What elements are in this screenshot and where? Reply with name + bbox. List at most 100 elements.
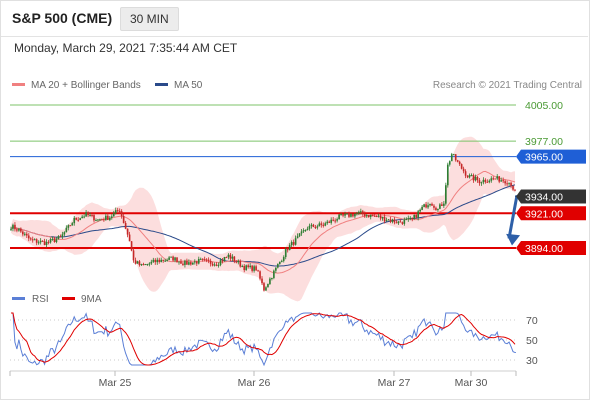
- candle-body-74: [156, 259, 159, 263]
- time-label-2: Mar 27: [378, 377, 411, 389]
- candle-body-15: [39, 240, 42, 243]
- candle-body-250: [504, 181, 506, 184]
- candle-body-205: [415, 214, 418, 218]
- candle-body-27: [63, 232, 66, 235]
- candle-body-33: [75, 217, 78, 220]
- candle-body-145: [296, 236, 299, 239]
- candle-body-151: [308, 225, 311, 229]
- candle-body-199: [403, 219, 406, 224]
- candle-body-173: [352, 214, 354, 217]
- candle-body-165: [336, 219, 338, 221]
- candle-body-139: [284, 249, 287, 258]
- rsi-legend-label: RSI: [32, 294, 49, 305]
- candle-body-22: [53, 239, 56, 242]
- candle-body-188: [381, 216, 384, 219]
- rsi-ma-legend-label: 9MA: [81, 294, 102, 305]
- candle-body-242: [488, 180, 491, 183]
- moving-averages: [10, 170, 516, 274]
- candle-body-244: [492, 178, 495, 180]
- candle-body-113: [233, 256, 236, 262]
- candle-body-94: [195, 261, 198, 264]
- candle-body-39: [87, 212, 89, 216]
- candle-body-92: [192, 262, 194, 265]
- candle-body-134: [275, 267, 277, 271]
- candle-body-53: [114, 210, 117, 214]
- candle-body-236: [476, 177, 479, 181]
- candle-body-180: [365, 215, 368, 217]
- candle-body-219: [443, 203, 445, 206]
- time-label-3: Mar 30: [455, 377, 488, 389]
- candle-body-170: [346, 213, 348, 215]
- candle-body-45: [99, 219, 101, 221]
- candle-body-164: [334, 220, 336, 222]
- candle-body-86: [180, 261, 182, 264]
- candle-body-8: [25, 233, 28, 236]
- candle-body-185: [375, 216, 378, 218]
- time-axis: Mar 25 Mar 26 Mar 27 Mar 30: [9, 371, 517, 389]
- candle-body-95: [197, 258, 200, 264]
- candle-body-172: [350, 214, 352, 217]
- candle-body-223: [450, 154, 453, 162]
- ma50-swatch-icon: [155, 82, 168, 86]
- candle-body-2: [14, 224, 16, 230]
- candle-body-68: [144, 264, 147, 266]
- candle-body-169: [344, 213, 346, 216]
- candle-body-245: [494, 178, 497, 180]
- candle-body-125: [257, 270, 259, 272]
- candle-body-204: [413, 214, 416, 219]
- rsi-ma-swatch-icon: [62, 297, 75, 300]
- chart-datetime: Monday, March 29, 2021 7:35:44 AM CET: [14, 41, 238, 55]
- candle-body-64: [136, 261, 139, 264]
- candle-body-140: [286, 249, 289, 251]
- candle-body-118: [243, 265, 246, 271]
- candle-body-220: [445, 185, 447, 204]
- rsi-legend: RSI 9MA: [12, 294, 102, 305]
- candle-body-103: [213, 264, 216, 266]
- candle-body-116: [239, 260, 242, 267]
- candle-body-241: [486, 181, 489, 183]
- candle-body-54: [116, 210, 119, 212]
- copyright-text: Research © 2021 Trading Central: [432, 80, 582, 91]
- candle-body-71: [150, 261, 153, 264]
- candle-body-144: [294, 238, 297, 245]
- candle-body-28: [65, 227, 68, 233]
- candle-body-166: [338, 214, 340, 220]
- level-label-4005.00: 4005.00: [525, 100, 563, 112]
- candle-body-23: [55, 239, 58, 242]
- candle-body-9: [27, 235, 30, 239]
- candle-body-225: [454, 154, 457, 161]
- candle-body-200: [405, 219, 408, 221]
- projection-arrow: [506, 194, 521, 246]
- candle-body-35: [79, 218, 81, 220]
- candle-body-123: [253, 266, 255, 271]
- candle-body-193: [391, 219, 394, 222]
- candle-body-161: [328, 221, 331, 223]
- legend-ma50: MA 50: [155, 80, 202, 91]
- price-candles: [10, 152, 516, 292]
- candle-body-83: [174, 257, 176, 261]
- candle-body-0: [10, 228, 12, 230]
- candle-body-16: [41, 240, 44, 242]
- last-price-tag-text: 3934.00: [525, 192, 563, 204]
- candle-body-62: [132, 250, 135, 261]
- candle-body-181: [367, 215, 370, 218]
- ma50-line: [10, 184, 516, 267]
- candle-body-61: [130, 241, 133, 251]
- candle-body-201: [407, 218, 410, 220]
- candle-body-46: [101, 219, 103, 221]
- candle-body-132: [271, 277, 273, 279]
- instrument-title: S&P 500 (CME): [12, 10, 113, 26]
- candle-body-119: [245, 265, 248, 271]
- candle-body-84: [176, 257, 178, 263]
- candle-body-157: [320, 223, 323, 225]
- candle-body-179: [363, 214, 366, 217]
- legend-ma20-label: MA 20 + Bollinger Bands: [31, 80, 141, 91]
- timeframe-button[interactable]: 30 MIN: [120, 7, 179, 31]
- candle-body-206: [417, 211, 419, 218]
- time-label-0: Mar 25: [99, 377, 132, 389]
- candle-body-63: [134, 260, 137, 264]
- candle-body-247: [498, 176, 501, 182]
- candle-body-89: [186, 260, 188, 265]
- candle-body-237: [478, 180, 481, 184]
